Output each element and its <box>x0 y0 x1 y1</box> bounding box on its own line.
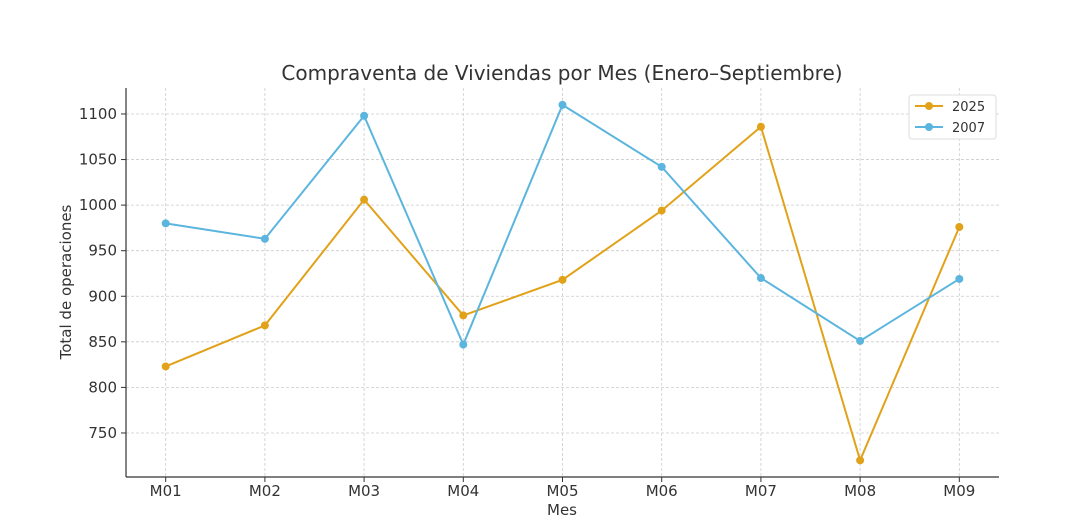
y-tick-label: 900 <box>88 287 117 305</box>
y-axis-label: Total de operaciones <box>57 204 75 360</box>
data-point-2007 <box>161 219 170 228</box>
y-tick-label: 750 <box>88 424 117 442</box>
data-point-2025 <box>459 311 468 320</box>
series-group <box>161 100 964 465</box>
data-point-2007 <box>756 274 765 283</box>
data-point-2025 <box>558 275 567 284</box>
data-point-2007 <box>360 111 369 120</box>
chart-title: Compraventa de Viviendas por Mes (Enero–… <box>281 61 842 85</box>
legend-label: 2025 <box>952 100 985 115</box>
data-point-2025 <box>657 206 666 215</box>
y-tick-label: 1000 <box>79 196 117 214</box>
y-tick-label: 850 <box>88 333 117 351</box>
y-tick-label: 1050 <box>79 151 117 169</box>
grid <box>126 88 999 477</box>
x-tick-label: M01 <box>150 482 182 500</box>
x-axis-ticks: M01 M02 M03 M04 M05 M06 M07 M08 M09 <box>150 477 975 500</box>
x-tick-label: M03 <box>348 482 380 500</box>
data-point-2025 <box>260 321 269 330</box>
x-tick-label: M02 <box>249 482 281 500</box>
legend-marker-2025 <box>925 102 933 110</box>
y-tick-label: 1100 <box>79 105 117 123</box>
data-point-2025 <box>360 195 369 204</box>
x-tick-label: M06 <box>646 482 678 500</box>
data-point-2007 <box>856 336 865 345</box>
data-point-2025 <box>161 362 170 371</box>
x-tick-label: M07 <box>745 482 777 500</box>
x-tick-label: M04 <box>447 482 479 500</box>
y-axis-ticks: 750 800 850 900 950 1000 1050 1100 <box>79 105 126 442</box>
data-point-2007 <box>260 234 269 243</box>
legend-marker-2007 <box>925 123 933 131</box>
y-tick-label: 950 <box>88 242 117 260</box>
data-point-2025 <box>856 456 865 465</box>
data-point-2007 <box>459 340 468 349</box>
data-point-2007 <box>955 274 964 283</box>
legend: 2025 2007 <box>908 94 997 140</box>
x-tick-label: M08 <box>844 482 876 500</box>
x-axis-label: Mes <box>547 501 577 519</box>
data-point-2025 <box>756 122 765 131</box>
x-tick-label: M09 <box>943 482 975 500</box>
legend-label: 2007 <box>952 121 985 136</box>
data-point-2007 <box>558 100 567 109</box>
x-tick-label: M05 <box>546 482 578 500</box>
y-tick-label: 800 <box>88 378 117 396</box>
data-point-2025 <box>955 222 964 231</box>
data-point-2007 <box>657 162 666 171</box>
